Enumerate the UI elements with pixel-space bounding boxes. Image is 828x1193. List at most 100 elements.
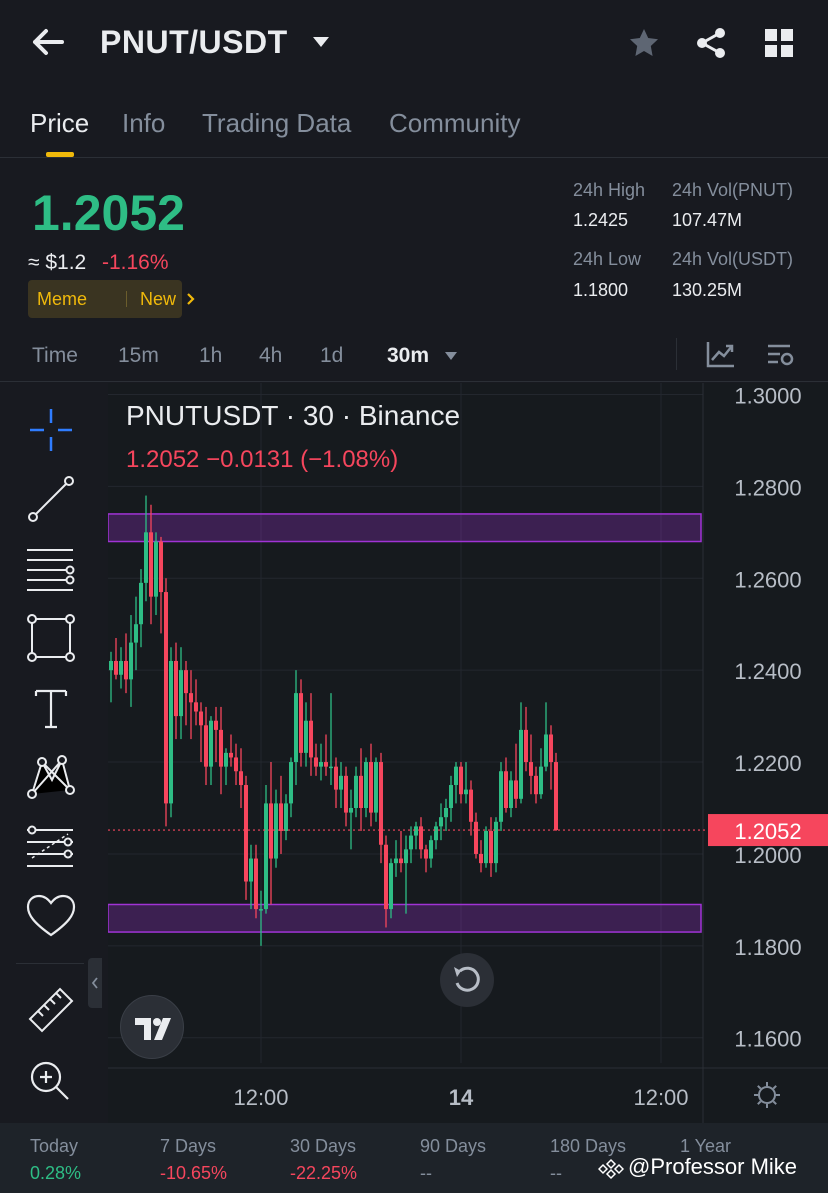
candle-body: [419, 826, 423, 850]
candle-body: [194, 702, 198, 712]
candle-body: [524, 729, 528, 763]
candle-body: [414, 826, 418, 836]
stat-24h-vol-base-label: 24h Vol(PNUT): [672, 180, 794, 200]
candle-body: [539, 766, 543, 795]
tag-meme: Meme: [37, 289, 88, 309]
interval-30m-selected[interactable]: 30m: [387, 344, 430, 367]
tab-community[interactable]: Community: [389, 108, 521, 138]
candle-body: [214, 720, 218, 730]
tag-chip[interactable]: Meme New: [28, 280, 195, 318]
candle-body: [239, 771, 243, 786]
interval-1h[interactable]: 1h: [199, 344, 223, 367]
chart-settings-icon[interactable]: [766, 342, 794, 368]
x-axis-tick-label: 12:00: [233, 1085, 288, 1110]
perf-30d-label: 30 Days: [290, 1136, 357, 1156]
candle-body: [424, 849, 428, 859]
caret-down-icon[interactable]: [444, 351, 458, 361]
candle-body: [234, 757, 238, 772]
last-price: 1.2052: [32, 185, 185, 241]
chart-settings-gear-icon[interactable]: [754, 1082, 780, 1108]
candlestick-chart[interactable]: 1.3000 1.2800 1.2600 1.2400 1.2200 1.2000 1.18…: [108, 383, 828, 1123]
trend-line-icon[interactable]: [24, 472, 78, 526]
ruler-icon[interactable]: [24, 983, 78, 1037]
watermark-text: @Professor Mike: [628, 1154, 798, 1179]
caret-down-icon[interactable]: [312, 36, 330, 48]
candle-body: [309, 720, 313, 758]
perf-1y-label: 1 Year: [680, 1136, 732, 1156]
candle-body: [169, 660, 173, 804]
zone-box: [108, 513, 702, 543]
candle-body: [334, 766, 338, 790]
pattern-tool-icon[interactable]: [24, 750, 78, 804]
candle-body: [389, 863, 393, 910]
tradingview-logo-icon: [135, 1018, 171, 1040]
candle-body: [549, 734, 553, 763]
candle-body: [144, 532, 148, 583]
heart-icon[interactable]: [24, 889, 78, 943]
arrow-left-icon[interactable]: [30, 26, 66, 58]
candle-body: [509, 780, 513, 808]
candle-body: [249, 858, 253, 882]
pair-title[interactable]: PNUT/USDT: [100, 24, 288, 60]
section-tabs: Price Info Trading Data Community: [0, 98, 828, 158]
grid-icon[interactable]: [764, 28, 794, 58]
candle-body: [444, 808, 448, 818]
candle-body: [224, 752, 228, 767]
drawing-toolbar: [0, 383, 102, 1123]
perf-180d-value: --: [550, 1163, 562, 1183]
candle-body: [229, 752, 233, 758]
chart-canvas[interactable]: 1.3000 1.2800 1.2600 1.2400 1.2200 1.2000 1.18…: [108, 383, 828, 1123]
candle-body: [174, 660, 178, 717]
indicator-icon[interactable]: [706, 340, 736, 368]
share-icon[interactable]: [694, 27, 728, 59]
interval-time[interactable]: Time: [32, 344, 78, 367]
candle-body: [349, 808, 353, 813]
candle-body: [219, 729, 223, 767]
interval-1d[interactable]: 1d: [320, 344, 344, 367]
perf-30d-value: -22.25%: [290, 1163, 358, 1183]
candle-body: [319, 762, 323, 767]
candle-body: [184, 670, 188, 694]
candle-body: [329, 766, 333, 769]
candle-body: [154, 541, 158, 597]
y-axis-tick-label: 1.3000: [734, 383, 801, 408]
rectangle-icon[interactable]: [24, 611, 78, 665]
text-tool-icon[interactable]: [24, 681, 78, 735]
star-icon[interactable]: [628, 27, 660, 59]
candle-body: [164, 592, 168, 804]
candle-body: [324, 762, 328, 767]
crosshair-icon[interactable]: [24, 403, 78, 457]
candle-body: [429, 840, 433, 859]
y-axis-tick-label: 1.2000: [734, 843, 801, 868]
toolbar-collapse-button[interactable]: [88, 958, 102, 1008]
price-change-percent: -1.16%: [102, 251, 169, 274]
candle-body: [504, 771, 508, 808]
candle-body: [129, 642, 133, 680]
candle-body: [189, 693, 193, 703]
perf-today-value: 0.28%: [30, 1163, 82, 1183]
candle-body: [134, 624, 138, 643]
interval-15m[interactable]: 15m: [118, 344, 159, 367]
zoom-in-icon[interactable]: [24, 1053, 78, 1107]
candle-body: [199, 711, 203, 726]
candle-body: [529, 762, 533, 776]
top-bar: PNUT/USDT: [0, 0, 828, 88]
tab-trading-data[interactable]: Trading Data: [202, 108, 352, 138]
candle-body: [124, 660, 128, 680]
chevron-right-icon: [187, 293, 195, 305]
candle-body: [369, 762, 373, 813]
horizontal-lines-icon[interactable]: [24, 541, 78, 595]
candle-body: [454, 766, 458, 786]
tab-info[interactable]: Info: [122, 108, 166, 138]
tag-divider: [126, 291, 127, 307]
candle-body: [494, 821, 498, 864]
fib-tool-icon[interactable]: [24, 820, 78, 874]
last-price-tag: [708, 814, 828, 847]
tab-price[interactable]: Price: [30, 108, 90, 138]
rotate-ccw-icon: [454, 966, 480, 992]
perf-7d-label: 7 Days: [160, 1136, 217, 1156]
interval-4h[interactable]: 4h: [259, 344, 283, 367]
candle-body: [304, 720, 308, 753]
candle-body: [474, 821, 478, 854]
reset-chart-button[interactable]: [440, 953, 494, 1007]
